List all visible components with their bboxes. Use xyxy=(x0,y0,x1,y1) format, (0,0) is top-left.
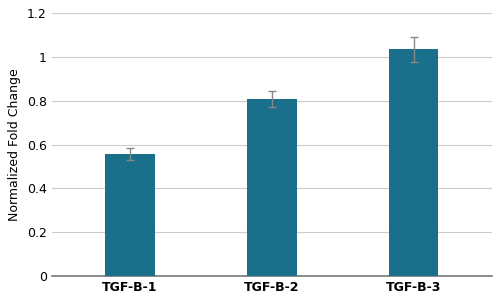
Y-axis label: Normalized Fold Change: Normalized Fold Change xyxy=(8,68,22,221)
Bar xyxy=(389,50,438,276)
Bar xyxy=(105,154,154,276)
Bar xyxy=(247,99,296,276)
